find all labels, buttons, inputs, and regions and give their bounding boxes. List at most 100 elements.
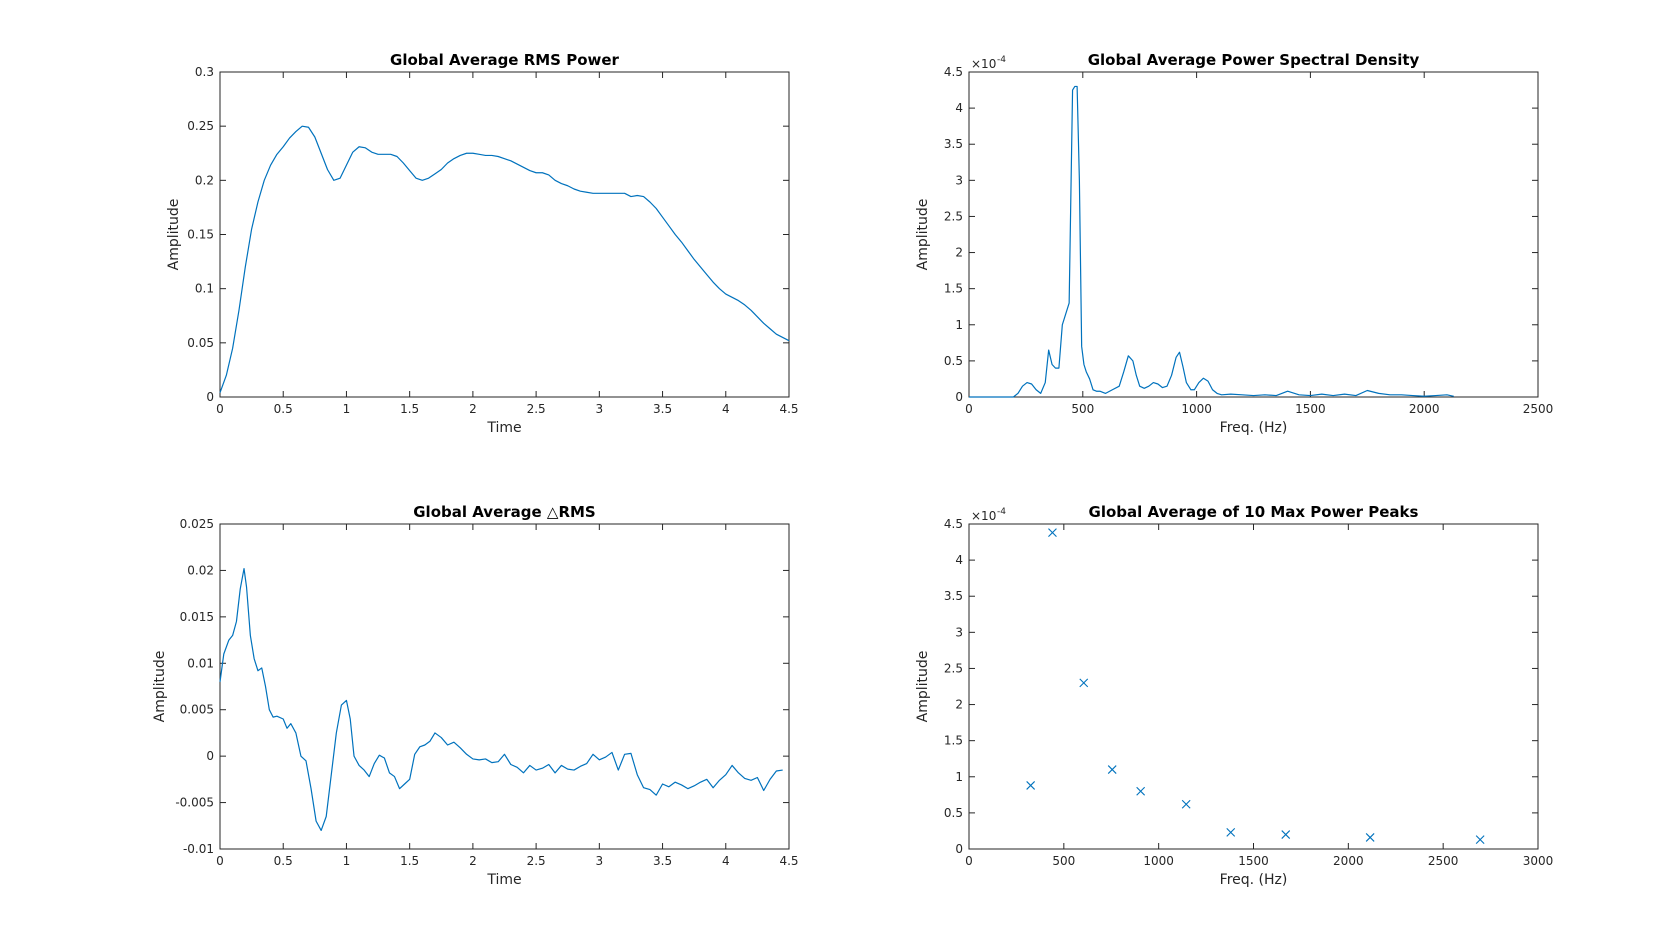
- y-tick-label: 1: [955, 318, 963, 332]
- x-tick-label: 2000: [1409, 402, 1440, 416]
- y-tick-label: 0.2: [195, 173, 214, 187]
- series-line-path: [219, 125, 790, 393]
- x-axis-label: Freq. (Hz): [1220, 872, 1288, 888]
- y-tick-label: 0.25: [187, 119, 214, 133]
- scatter-point: [1026, 781, 1036, 790]
- y-axis-label: Amplitude: [915, 199, 931, 271]
- exponent-label: ×10 -4: [971, 55, 1006, 71]
- x-tick-label: 2.5: [527, 854, 546, 868]
- y-tick-label: 0.05: [187, 336, 214, 350]
- x-tick-label: 1.5: [400, 402, 419, 416]
- y-tick-label: 0: [955, 842, 963, 856]
- y-tick-label: 2: [955, 698, 963, 712]
- scatter-point: [1048, 528, 1057, 538]
- x-tick-label: 1000: [1143, 854, 1174, 868]
- y-tick-label: -0.01: [183, 842, 214, 856]
- y-tick-label: 3: [955, 173, 963, 187]
- x-tick-label: 3: [596, 854, 604, 868]
- series-line-path: [219, 567, 783, 832]
- y-tick-label: 0: [955, 390, 963, 404]
- x-axis-label: Freq. (Hz): [1220, 420, 1288, 436]
- y-axis-label: Amplitude: [166, 199, 182, 271]
- x-tick-label: 3: [596, 402, 604, 416]
- y-tick-label: 2: [955, 246, 963, 260]
- axes: 0 0.5 1 1.5 2 2.5 3 3.5 4 4.5 -0.01 -0.005 0 0.005 0.0…: [175, 517, 798, 868]
- x-tick-label: 0: [965, 854, 973, 868]
- y-tick-label: 1: [955, 770, 963, 784]
- y-tick-label: 3.5: [944, 137, 963, 151]
- y-tick-label: -0.005: [175, 796, 214, 810]
- axes: 0 0.5 1 1.5 2 2.5 3 3.5 4 4.5 0 0.05 0.1 0.15 0.2 0.25 0…: [187, 65, 798, 416]
- y-tick-label: 0: [206, 390, 214, 404]
- y-tick-label: 0: [206, 749, 214, 763]
- y-tick-label: 0.1: [195, 282, 214, 296]
- x-tick-label: 2.5: [527, 402, 546, 416]
- exponent-base: ×10: [971, 57, 996, 71]
- x-tick-label: 1: [343, 854, 351, 868]
- x-tick-label: 3.5: [653, 854, 672, 868]
- y-tick-label: 4.5: [944, 65, 963, 79]
- scatter-point: [1365, 833, 1375, 842]
- subplot-rms-power: Global Average RMS Power Time Amplitude …: [166, 51, 799, 436]
- y-tick-label: 0.02: [187, 563, 214, 577]
- series-line: [219, 125, 790, 393]
- x-tick-label: 0: [216, 402, 224, 416]
- series-line: [969, 85, 1454, 398]
- y-tick-label: 0.01: [187, 656, 214, 670]
- x-tick-label: 0.5: [274, 854, 293, 868]
- y-tick-label: 4: [955, 101, 963, 115]
- axes-box: [219, 523, 790, 850]
- y-axis-label: Amplitude: [152, 651, 168, 723]
- axes: 0 500 1000 1500 2000 2500 0 0.5 1 1.5 2 2.5 3 3.5 4 4.5: [944, 65, 1553, 416]
- exponent-power: -4: [997, 55, 1006, 65]
- series-markers: [1026, 528, 1485, 844]
- subplot-max-power-peaks: Global Average of 10 Max Power Peaks Fre…: [915, 503, 1553, 888]
- axes: 0 500 1000 1500 2000 2500 3000 0 0.5 1 1.5 2 2.5 3 3.5…: [944, 517, 1553, 868]
- x-tick-label: 0: [965, 402, 973, 416]
- y-tick-label: 0.3: [195, 65, 214, 79]
- y-tick-label: 0.005: [180, 703, 214, 717]
- x-tick-label: 3.5: [653, 402, 672, 416]
- y-tick-label: 2.5: [944, 209, 963, 223]
- chart-title: Global Average RMS Power: [390, 51, 619, 69]
- scatter-point: [1136, 786, 1146, 796]
- series-line-path: [969, 85, 1454, 398]
- series-line: [219, 567, 783, 832]
- x-tick-label: 4: [722, 854, 730, 868]
- x-tick-label: 4.5: [779, 854, 798, 868]
- scatter-point: [1226, 828, 1236, 837]
- scatter-point: [1475, 835, 1485, 844]
- x-tick-label: 1500: [1295, 402, 1326, 416]
- x-tick-label: 4: [722, 402, 730, 416]
- x-tick-label: 4.5: [779, 402, 798, 416]
- scatter-point: [1181, 799, 1191, 809]
- x-axis-label: Time: [486, 420, 521, 436]
- y-tick-label: 1.5: [944, 282, 963, 296]
- subplot-delta-rms: Global Average △RMS Time Amplitude 0 0.5 1…: [152, 503, 799, 888]
- x-tick-label: 0: [216, 854, 224, 868]
- y-tick-label: 0.5: [944, 354, 963, 368]
- y-tick-label: 1.5: [944, 734, 963, 748]
- y-tick-label: 2.5: [944, 661, 963, 675]
- subplot-power-spectral-density: Global Average Power Spectral Density Fr…: [915, 51, 1553, 436]
- x-axis-label: Time: [486, 872, 521, 888]
- x-tick-label: 2: [469, 854, 477, 868]
- x-tick-label: 2500: [1428, 854, 1459, 868]
- y-tick-label: 3.5: [944, 589, 963, 603]
- x-tick-label: 1500: [1238, 854, 1269, 868]
- scatter-point: [1107, 765, 1117, 774]
- chart-title: Global Average Power Spectral Density: [1088, 51, 1420, 69]
- y-tick-label: 0.5: [944, 806, 963, 820]
- x-tick-label: 2500: [1523, 402, 1554, 416]
- x-tick-label: 500: [1052, 854, 1075, 868]
- x-tick-label: 2000: [1333, 854, 1364, 868]
- axes-box: [968, 71, 1539, 398]
- x-tick-label: 1.5: [400, 854, 419, 868]
- y-tick-label: 4.5: [944, 517, 963, 531]
- exponent-power: -4: [997, 507, 1006, 517]
- x-tick-label: 2: [469, 402, 477, 416]
- x-tick-label: 0.5: [274, 402, 293, 416]
- scatter-point: [1281, 830, 1291, 839]
